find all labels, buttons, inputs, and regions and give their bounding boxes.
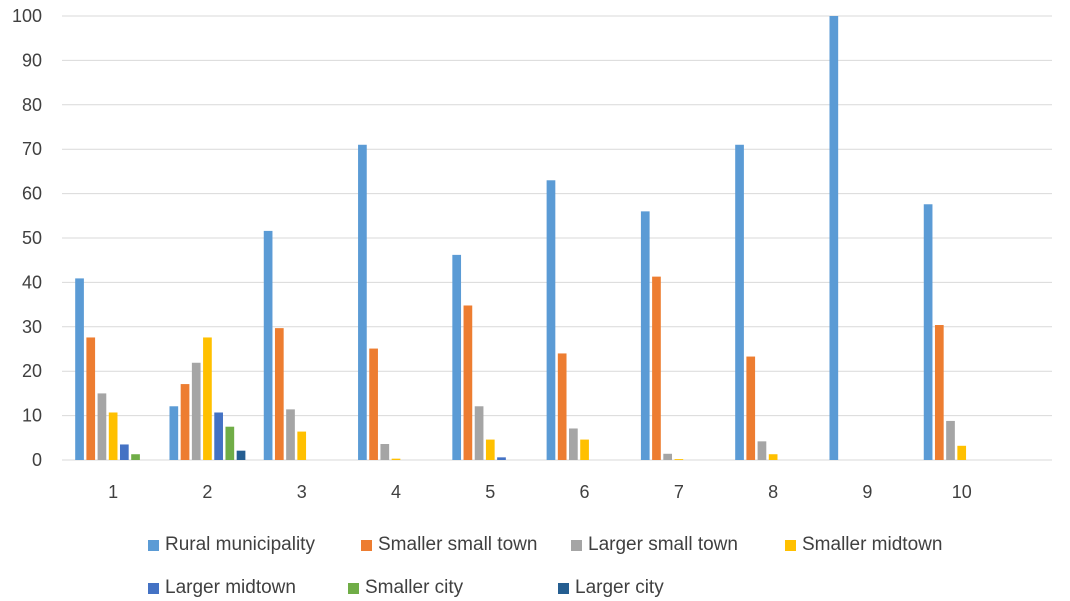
bar <box>497 457 506 460</box>
bar <box>663 453 673 460</box>
bar <box>957 445 967 460</box>
bar <box>358 144 367 460</box>
x-tick-label: 7 <box>674 482 684 502</box>
legend-item-smaller-midtown: Smaller midtown <box>785 534 942 556</box>
legend-item-larger-city: Larger city <box>558 577 664 599</box>
bar <box>108 412 118 460</box>
bar <box>580 439 589 460</box>
legend-item-smaller-city: Smaller city <box>348 577 463 599</box>
bar <box>923 204 933 460</box>
x-tick-label: 8 <box>768 482 778 502</box>
bar <box>934 325 944 460</box>
bar <box>86 337 96 460</box>
bar <box>735 144 744 460</box>
bar <box>169 406 179 460</box>
legend-label: Smaller small town <box>378 534 538 555</box>
bar <box>203 337 212 460</box>
legend-swatch <box>148 582 159 594</box>
legend-swatch <box>558 582 569 594</box>
bar <box>75 278 84 460</box>
bar <box>946 420 955 460</box>
legend-swatch <box>348 582 359 594</box>
y-tick-label: 90 <box>22 50 42 70</box>
bar <box>652 276 661 460</box>
bar <box>97 393 107 460</box>
x-axis-tick-labels: 1 2 3 4 5 6 7 8 9 10 <box>108 482 972 502</box>
bar <box>391 458 401 460</box>
bar <box>369 348 378 460</box>
bar <box>463 305 473 460</box>
bar <box>746 356 756 460</box>
legend-swatch <box>785 539 796 551</box>
legend-label: Smaller midtown <box>802 534 943 555</box>
x-tick-label: 2 <box>202 482 212 502</box>
y-tick-label: 50 <box>22 228 42 248</box>
y-tick-label: 30 <box>22 317 42 337</box>
y-tick-label: 70 <box>22 139 42 159</box>
y-tick-label: 80 <box>22 95 42 115</box>
bar <box>452 254 462 460</box>
bar <box>768 454 778 460</box>
bar <box>274 328 284 460</box>
bar <box>191 362 201 460</box>
legend-label: Rural municipality <box>165 534 315 555</box>
legend-item-larger-small-town: Larger small town <box>571 534 738 556</box>
legend-label: Larger small town <box>588 534 738 555</box>
y-tick-label: 10 <box>22 406 42 426</box>
legend-swatch <box>361 539 372 551</box>
y-tick-label: 20 <box>22 361 42 381</box>
y-axis-tick-labels: 0 10 20 30 40 50 60 70 80 90 100 <box>12 6 42 470</box>
y-tick-label: 40 <box>22 272 42 292</box>
legend-label: Larger midtown <box>165 577 296 598</box>
x-tick-label: 3 <box>297 482 307 502</box>
x-tick-label: 6 <box>580 482 590 502</box>
x-tick-label: 10 <box>952 482 972 502</box>
bar <box>546 180 556 460</box>
bar <box>263 230 273 460</box>
bar <box>674 459 684 460</box>
bar <box>640 211 650 460</box>
bar <box>131 454 140 460</box>
bar <box>286 409 295 460</box>
x-tick-label: 5 <box>485 482 495 502</box>
bar <box>119 444 129 460</box>
legend-item-rural-municipality: Rural municipality <box>148 534 315 556</box>
y-tick-label: 0 <box>32 450 42 470</box>
bar <box>180 384 190 460</box>
legend-item-smaller-small-town: Smaller small town <box>361 534 537 556</box>
x-tick-label: 4 <box>391 482 401 502</box>
x-tick-label: 1 <box>108 482 118 502</box>
bar <box>829 16 839 460</box>
y-tick-label: 100 <box>12 6 42 26</box>
x-tick-label: 9 <box>862 482 872 502</box>
legend-swatch <box>571 539 582 551</box>
bar <box>236 450 246 460</box>
bar <box>297 431 307 460</box>
y-tick-label: 60 <box>22 184 42 204</box>
bar-chart: 0 10 20 30 40 50 60 70 80 90 100 1 2 3 4 5 6 7 8 9 10 <box>12 6 1052 502</box>
bar <box>557 353 567 460</box>
legend-item-larger-midtown: Larger midtown <box>148 577 296 599</box>
bar <box>380 444 390 460</box>
bars <box>75 16 967 460</box>
legend-label: Larger city <box>575 577 664 598</box>
bar <box>214 412 223 460</box>
legend-label: Smaller city <box>365 577 464 598</box>
bar <box>474 406 484 460</box>
bar <box>757 441 767 460</box>
legend-swatch <box>148 539 159 551</box>
bar <box>225 426 235 460</box>
bar <box>569 428 578 460</box>
bar <box>485 439 495 460</box>
